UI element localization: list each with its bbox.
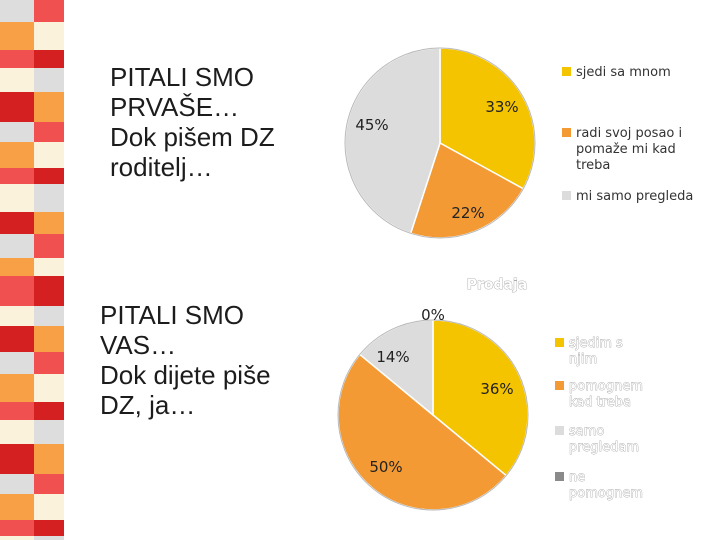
stripe-block <box>0 0 34 22</box>
stripe-block <box>0 520 34 536</box>
stripe-block <box>0 306 34 326</box>
caption-first-graders: PITALI SMO PRVAŠE… Dok pišem DZ roditelj… <box>110 62 275 182</box>
stripe-block <box>0 374 34 402</box>
stripe-block <box>34 374 64 402</box>
stripe-block <box>34 326 64 352</box>
stripe-block <box>34 474 64 494</box>
stripe-block <box>34 352 64 374</box>
stripe-block <box>0 402 34 420</box>
stripe-block <box>0 92 34 122</box>
caption-line: VAS… <box>100 330 177 360</box>
stripe-block <box>34 0 64 22</box>
legend-label: radi svoj posao i pomaže mi kad treba <box>576 126 682 173</box>
legend-label: sjedim s njim <box>569 336 623 367</box>
stripe-block <box>34 494 64 520</box>
slice-label: 14% <box>376 348 409 366</box>
legend-swatch <box>555 338 564 347</box>
stripe-gap <box>64 0 72 540</box>
legend-label: samo pregledam <box>569 424 639 455</box>
stripe-block <box>0 234 34 258</box>
legend-label: sjedi sa mnom <box>576 65 671 80</box>
stripe-block <box>0 68 34 92</box>
legend-swatch <box>555 381 564 390</box>
legend-swatch <box>555 426 564 435</box>
legend-swatch <box>562 191 571 200</box>
stripe-block <box>34 22 64 50</box>
pie-outline <box>344 47 536 239</box>
stripe-block <box>0 258 34 276</box>
stripe-block <box>0 536 34 540</box>
stripe-block <box>0 168 34 184</box>
slice-label: 45% <box>355 116 388 134</box>
stripe-block <box>34 212 64 234</box>
stripe-block <box>34 168 64 184</box>
stripe-block <box>34 122 64 142</box>
slice-label: 22% <box>451 204 484 222</box>
legend-label: ne pomognem <box>569 470 643 501</box>
stripe-block <box>34 234 64 258</box>
stripe-block <box>34 184 64 212</box>
stripe-block <box>34 402 64 420</box>
stripe-block <box>0 122 34 142</box>
caption-line: PRVAŠE… <box>110 92 240 122</box>
stripe-block <box>0 444 34 474</box>
stripe-block <box>0 352 34 374</box>
caption-line: roditelj… <box>110 152 213 182</box>
stripe-block <box>34 420 64 444</box>
legend-swatch <box>562 128 571 137</box>
stripe-block <box>0 50 34 68</box>
stripe-block <box>0 420 34 444</box>
stripe-block <box>0 22 34 50</box>
decorative-stripe <box>0 0 72 540</box>
slice-label: 50% <box>369 458 402 476</box>
stripe-block <box>0 326 34 352</box>
chart-title: Prodaja <box>467 277 528 293</box>
slice-label: 33% <box>485 98 518 116</box>
legend-label: mi samo pregleda <box>576 189 693 204</box>
stripe-block <box>34 276 64 306</box>
caption-line: Dok dijete piše <box>100 360 271 390</box>
slice-label: 36% <box>480 380 513 398</box>
stripe-block <box>34 50 64 68</box>
stripe-block <box>34 536 64 540</box>
caption-line: PITALI SMO <box>110 62 254 92</box>
stripe-block <box>34 306 64 326</box>
legend-swatch <box>562 67 571 76</box>
slice-label: 0% <box>421 306 445 324</box>
caption-parents: PITALI SMO VAS… Dok dijete piše DZ, ja… <box>100 300 271 420</box>
caption-line: PITALI SMO <box>100 300 244 330</box>
caption-line: DZ, ja… <box>100 390 196 420</box>
legend-swatch <box>555 472 564 481</box>
stripe-block <box>0 494 34 520</box>
stripe-block <box>0 142 34 168</box>
stripe-block <box>34 142 64 168</box>
stripe-block <box>34 444 64 474</box>
stripe-block <box>34 520 64 536</box>
stripe-block <box>34 258 64 276</box>
pie-outline <box>337 319 529 511</box>
stripe-block <box>34 92 64 122</box>
stripe-block <box>0 184 34 212</box>
legend-label: pomognem kad treba <box>569 379 643 410</box>
stripe-block <box>0 474 34 494</box>
stripe-block <box>0 276 34 306</box>
stripe-block <box>34 68 64 92</box>
stripe-block <box>0 212 34 234</box>
caption-line: Dok pišem DZ <box>110 122 275 152</box>
